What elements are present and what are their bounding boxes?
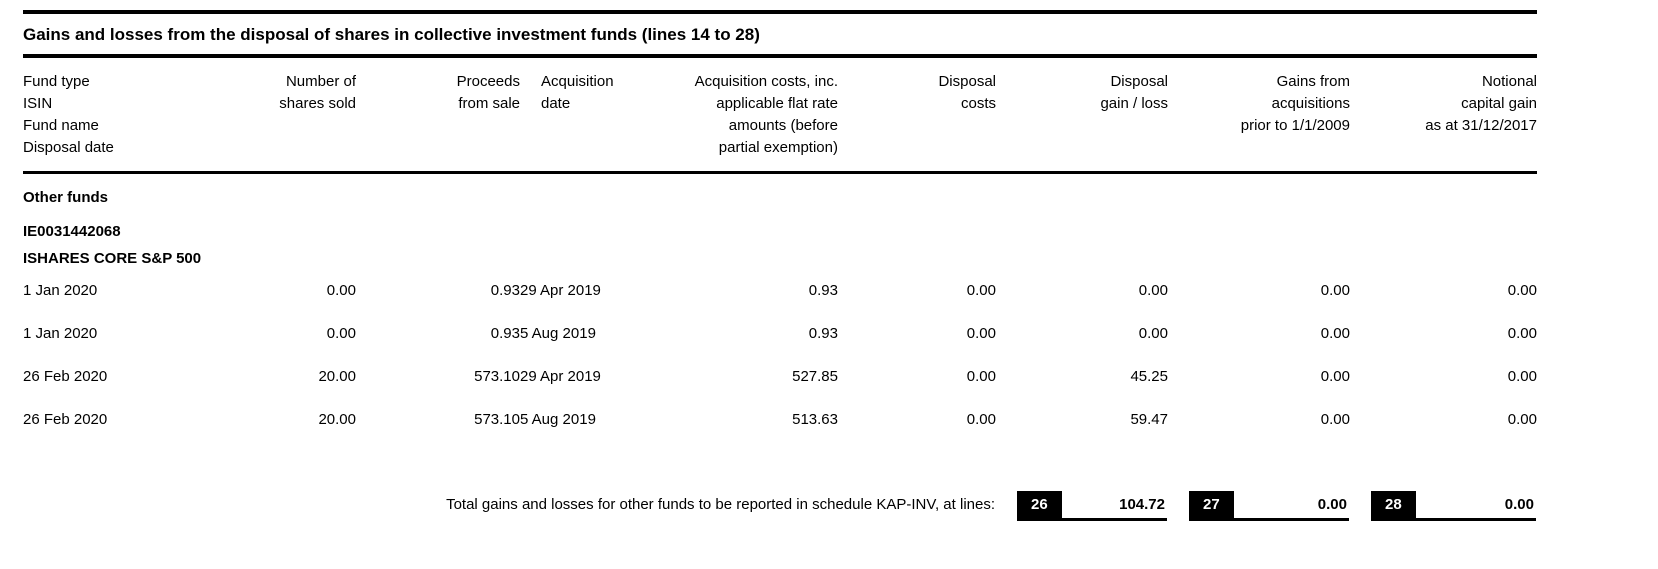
cell-notional-capital-gain: 0.00 <box>1507 411 1537 428</box>
report-title: Gains and losses from the disposal of sh… <box>23 25 760 44</box>
line-number-badge-27: 27 <box>1189 491 1234 518</box>
cell-notional-capital-gain: 0.00 <box>1507 282 1537 299</box>
cell-proceeds: 0.93 <box>490 325 520 342</box>
cell-acquisition-costs: 527.85 <box>792 368 838 385</box>
col-header-acquisition-costs: Acquisition costs, inc. applicable flat … <box>640 58 838 174</box>
fund-isin: IE0031442068 <box>23 223 121 240</box>
cell-acquisition-costs: 0.93 <box>808 282 838 299</box>
cell-disposal-gain-loss: 0.00 <box>1138 325 1168 342</box>
cell-shares-sold: 0.00 <box>326 325 356 342</box>
cell-acquisition-date: 29 Apr 2019 <box>520 282 601 299</box>
total-line-26: 26 104.72 <box>1017 491 1167 521</box>
col-header-shares-sold: Number of shares sold <box>213 58 356 174</box>
section-title-other-funds: Other funds <box>23 189 108 206</box>
cell-gains-pre-2009: 0.00 <box>1320 411 1350 428</box>
cell-shares-sold: 20.00 <box>318 411 356 428</box>
cell-acquisition-costs: 513.63 <box>792 411 838 428</box>
cell-proceeds: 573.10 <box>474 411 520 428</box>
cell-disposal-costs: 0.00 <box>966 411 996 428</box>
cell-disposal-gain-loss: 0.00 <box>1138 282 1168 299</box>
col-header-disposal-gain-loss: Disposal gain / loss <box>996 58 1168 174</box>
table-row: 26 Feb 2020 20.00 573.10 29 Apr 2019 527… <box>23 355 1537 398</box>
cell-disposal-gain-loss: 59.47 <box>1130 411 1168 428</box>
cell-disposal-date: 1 Jan 2020 <box>23 325 98 342</box>
cell-disposal-costs: 0.00 <box>966 325 996 342</box>
cell-disposal-costs: 0.00 <box>966 282 996 299</box>
cell-disposal-gain-loss: 45.25 <box>1130 368 1168 385</box>
cell-gains-pre-2009: 0.00 <box>1320 282 1350 299</box>
col-header-proceeds: Proceeds from sale <box>356 58 520 174</box>
total-line-26-cell: 26 104.72 <box>996 441 1168 522</box>
title-rule <box>23 54 1537 58</box>
cell-shares-sold: 0.00 <box>326 282 356 299</box>
total-line-27: 27 0.00 <box>1189 491 1349 521</box>
cell-disposal-date: 1 Jan 2020 <box>23 282 98 299</box>
totals-label: Total gains and losses for other funds t… <box>446 496 995 513</box>
cell-gains-pre-2009: 0.00 <box>1320 325 1350 342</box>
gains-losses-table: Fund type ISIN Fund name Disposal date N… <box>23 58 1537 522</box>
total-line-28: 28 0.00 <box>1371 491 1536 521</box>
cell-acquisition-date: 5 Aug 2019 <box>520 325 596 342</box>
cell-acquisition-costs: 0.93 <box>808 325 838 342</box>
cell-proceeds: 0.93 <box>490 282 520 299</box>
cell-gains-pre-2009: 0.00 <box>1320 368 1350 385</box>
line-number-badge-26: 26 <box>1017 491 1062 518</box>
top-rule <box>23 10 1537 14</box>
col-header-acquisition-date: Acquisition date <box>520 58 640 174</box>
col-header-fund-identity: Fund type ISIN Fund name Disposal date <box>23 58 213 174</box>
fund-name: ISHARES CORE S&P 500 <box>23 250 202 267</box>
total-value-26: 104.72 <box>1119 496 1165 513</box>
line-number-badge-28: 28 <box>1371 491 1416 518</box>
col-header-disposal-costs: Disposal costs <box>838 58 996 174</box>
total-line-28-cell: 28 0.00 <box>1350 441 1537 522</box>
cell-acquisition-date: 5 Aug 2019 <box>520 411 596 428</box>
total-line-27-cell: 27 0.00 <box>1168 441 1350 522</box>
col-header-notional-capital-gain: Notional capital gain as at 31/12/2017 <box>1350 58 1537 174</box>
cell-disposal-date: 26 Feb 2020 <box>23 368 108 385</box>
cell-notional-capital-gain: 0.00 <box>1507 325 1537 342</box>
col-header-gains-pre-2009: Gains from acquisitions prior to 1/1/200… <box>1168 58 1350 174</box>
cell-proceeds: 573.10 <box>474 368 520 385</box>
fund-name-row: ISHARES CORE S&P 500 <box>23 240 1537 269</box>
fund-isin-row: IE0031442068 <box>23 206 1537 240</box>
report-page: Gains and losses from the disposal of sh… <box>23 10 1537 522</box>
cell-disposal-costs: 0.00 <box>966 368 996 385</box>
table-row: 1 Jan 2020 0.00 0.93 29 Apr 2019 0.93 0.… <box>23 269 1537 312</box>
table-row: 26 Feb 2020 20.00 573.10 5 Aug 2019 513.… <box>23 398 1537 441</box>
table-row: 1 Jan 2020 0.00 0.93 5 Aug 2019 0.93 0.0… <box>23 312 1537 355</box>
header-row: Fund type ISIN Fund name Disposal date N… <box>23 58 1537 174</box>
cell-shares-sold: 20.00 <box>318 368 356 385</box>
cell-disposal-date: 26 Feb 2020 <box>23 411 108 428</box>
cell-acquisition-date: 29 Apr 2019 <box>520 368 601 385</box>
section-row: Other funds <box>23 173 1537 206</box>
total-value-28: 0.00 <box>1504 496 1534 513</box>
totals-row: Total gains and losses for other funds t… <box>23 441 1537 522</box>
total-value-27: 0.00 <box>1317 496 1347 513</box>
cell-notional-capital-gain: 0.00 <box>1507 368 1537 385</box>
